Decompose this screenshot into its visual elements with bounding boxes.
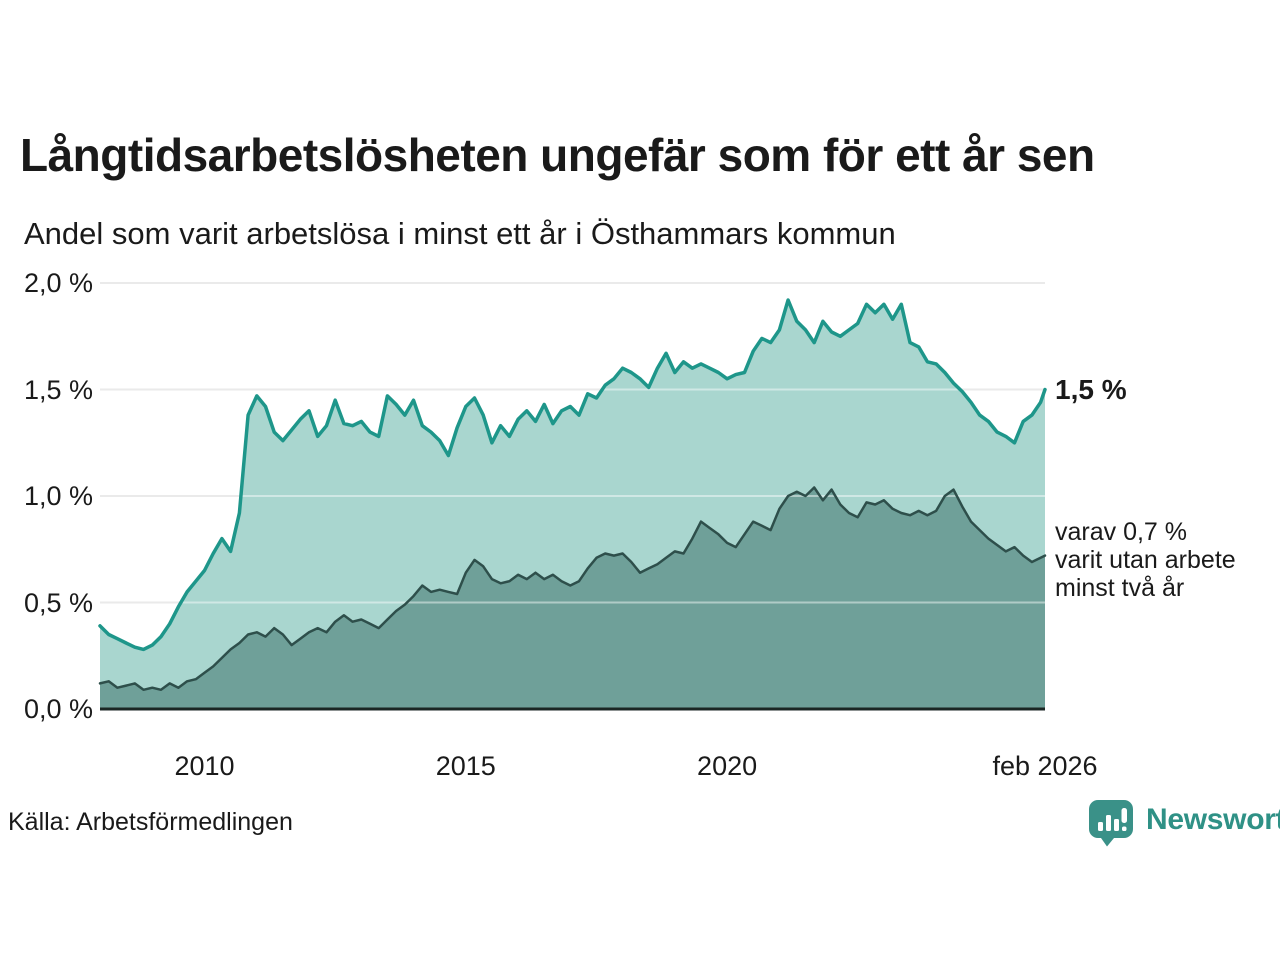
secondary-series-annotation: varav 0,7 % varit utan arbete minst två år: [1055, 518, 1236, 602]
bar-chart-speech-bubble-icon: [1089, 800, 1133, 847]
y-tick-label: 1,0 %: [23, 481, 93, 511]
series-area-1: [100, 487, 1045, 709]
series-end-value-label: 1,5 %: [1055, 374, 1127, 405]
x-tick-label: feb 2026: [992, 751, 1098, 781]
annotation-line: varit utan arbete: [1055, 546, 1236, 574]
annotation-line: varav 0,7 %: [1055, 518, 1188, 546]
newsworthy-logo: Newsworthy: [1088, 799, 1280, 847]
y-tick-label: 1,5 %: [23, 374, 93, 405]
brand-wordmark: Newsworthy: [1146, 803, 1280, 836]
x-tick-label: 2010: [174, 751, 235, 781]
y-tick-label: 0,0 %: [23, 694, 93, 724]
y-tick-label: 2,0 %: [23, 268, 93, 298]
x-tick-label: 2020: [697, 751, 758, 781]
source-credit: Källa: Arbetsförmedlingen: [8, 808, 293, 836]
page-subtitle: Andel som varit arbetslösa i minst ett å…: [24, 216, 896, 251]
annotation-line: minst två år: [1055, 574, 1185, 602]
x-tick-label: 2015: [435, 751, 496, 781]
series-line-1: [98, 486, 1047, 692]
series-line-0: [98, 298, 1047, 652]
page-title: Långtidsarbetslösheten ungefär som för e…: [20, 129, 1095, 181]
y-tick-label: 0,5 %: [23, 587, 93, 618]
